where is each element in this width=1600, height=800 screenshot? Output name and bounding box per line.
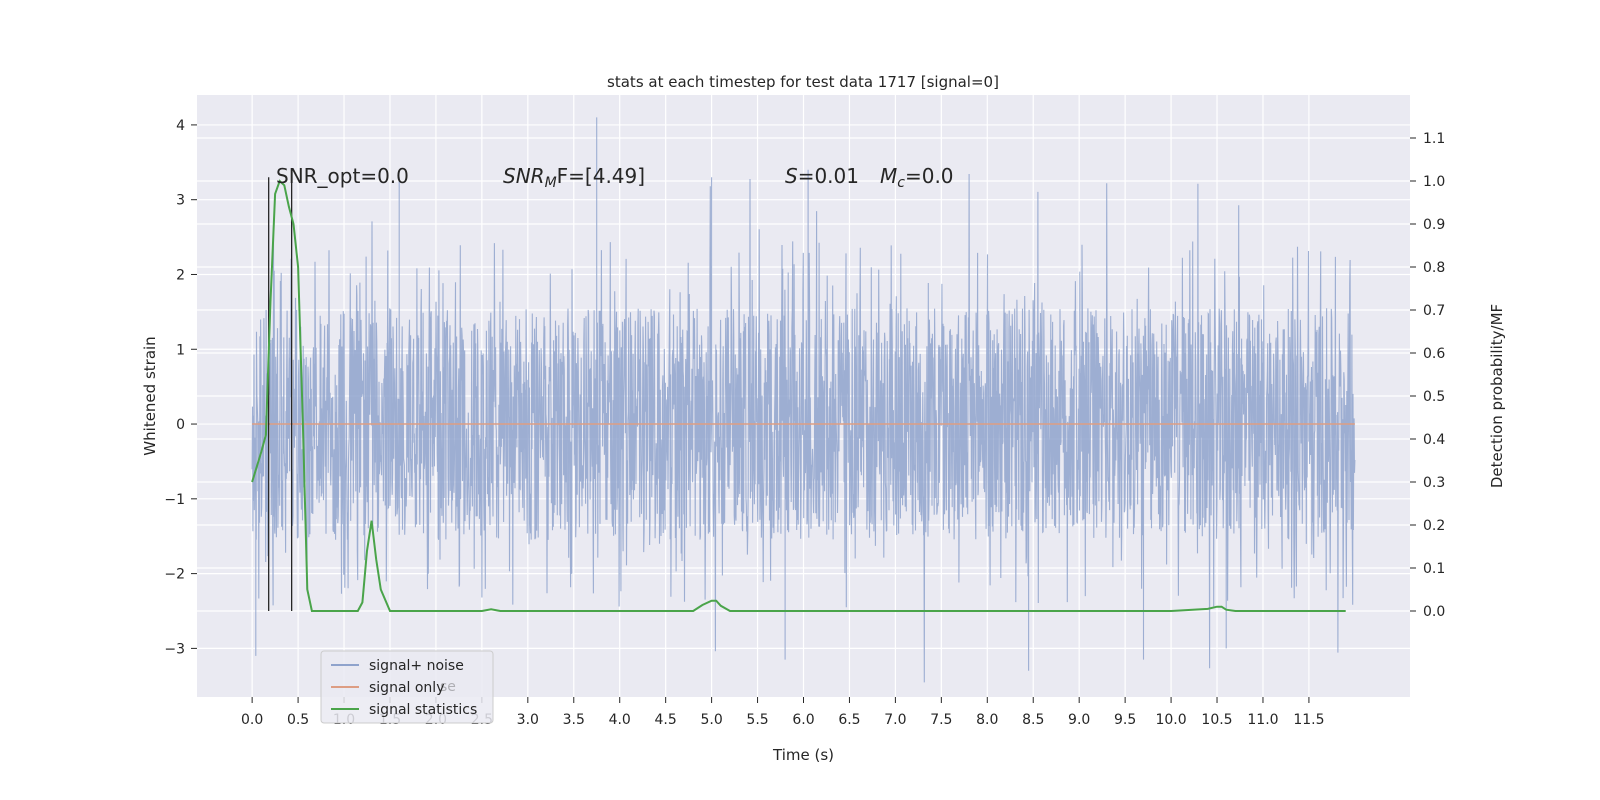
x-tick-label-20: 10.0 <box>1155 712 1186 728</box>
y-left-tick-label-0: −3 <box>164 641 185 657</box>
y-right-tick-label-2: 0.2 <box>1423 518 1445 534</box>
y-left-tick-label-1: −2 <box>164 567 185 583</box>
y-left-tick-label-6: 3 <box>176 193 185 209</box>
legend-label-1: signal only <box>369 680 444 696</box>
x-tick-label-7: 3.5 <box>563 712 585 728</box>
y-left-tick-label-7: 4 <box>176 118 185 134</box>
x-tick-label-15: 7.5 <box>930 712 952 728</box>
series-signal-statistics <box>251 179 1346 612</box>
x-tick-label-10: 5.0 <box>700 712 722 728</box>
x-tick-label-8: 4.0 <box>609 712 631 728</box>
series-signal-noise <box>251 117 1356 683</box>
y-right-tick-label-5: 0.5 <box>1423 389 1445 405</box>
chart-title: stats at each timestep for test data 171… <box>607 73 999 91</box>
y-right-tick-label-7: 0.7 <box>1423 303 1445 319</box>
y-right-tick-label-4: 0.4 <box>1423 432 1445 448</box>
x-tick-label-14: 7.0 <box>884 712 906 728</box>
y-right-tick-label-10: 1.0 <box>1423 174 1445 190</box>
y-right-tick-label-0: 0.0 <box>1423 604 1445 620</box>
legend-ghost-text: se <box>440 679 456 695</box>
legend-label-2: signal statistics <box>369 702 477 718</box>
y-left-tick-label-3: 0 <box>176 417 185 433</box>
y-left-tick-label-2: −1 <box>164 492 185 508</box>
y-right-tick-label-6: 0.6 <box>1423 346 1445 362</box>
annotation-s: S=0.01 <box>785 164 859 188</box>
annotation-snr-mf: SNRMF=[4.49] <box>503 164 645 191</box>
y-left-axis-label: Whitened strain <box>141 336 159 455</box>
x-tick-label-12: 6.0 <box>792 712 814 728</box>
x-tick-label-11: 5.5 <box>746 712 768 728</box>
y-right-tick-label-9: 0.9 <box>1423 217 1445 233</box>
annotation-snr-opt: SNR_opt=0.0 <box>276 164 409 188</box>
x-tick-label-6: 3.0 <box>517 712 539 728</box>
x-axis-label: Time (s) <box>772 746 834 764</box>
y-right-tick-label-3: 0.3 <box>1423 475 1445 491</box>
x-tick-label-16: 8.0 <box>976 712 998 728</box>
x-tick-label-17: 8.5 <box>1022 712 1044 728</box>
y-left-tick-label-5: 2 <box>176 267 185 283</box>
x-tick-label-23: 11.5 <box>1293 712 1324 728</box>
x-tick-label-1: 0.5 <box>287 712 309 728</box>
y-right-axis-label: Detection probability/MF <box>1488 304 1506 488</box>
x-tick-label-22: 11.0 <box>1247 712 1278 728</box>
x-tick-label-0: 0.0 <box>241 712 263 728</box>
legend-box <box>320 650 494 724</box>
y-right-tick-label-8: 0.8 <box>1423 260 1445 276</box>
y-left-tick-label-4: 1 <box>176 342 185 358</box>
x-tick-label-9: 4.5 <box>655 712 677 728</box>
annotation-mc: Mc=0.0 <box>880 164 954 191</box>
legend-label-0: signal+ noise <box>369 658 464 674</box>
y-right-tick-label-1: 0.1 <box>1423 561 1445 577</box>
x-tick-label-18: 9.0 <box>1068 712 1090 728</box>
x-tick-label-13: 6.5 <box>838 712 860 728</box>
x-tick-label-21: 10.5 <box>1201 712 1232 728</box>
x-tick-label-19: 9.5 <box>1114 712 1136 728</box>
y-right-tick-label-11: 1.1 <box>1423 131 1445 147</box>
